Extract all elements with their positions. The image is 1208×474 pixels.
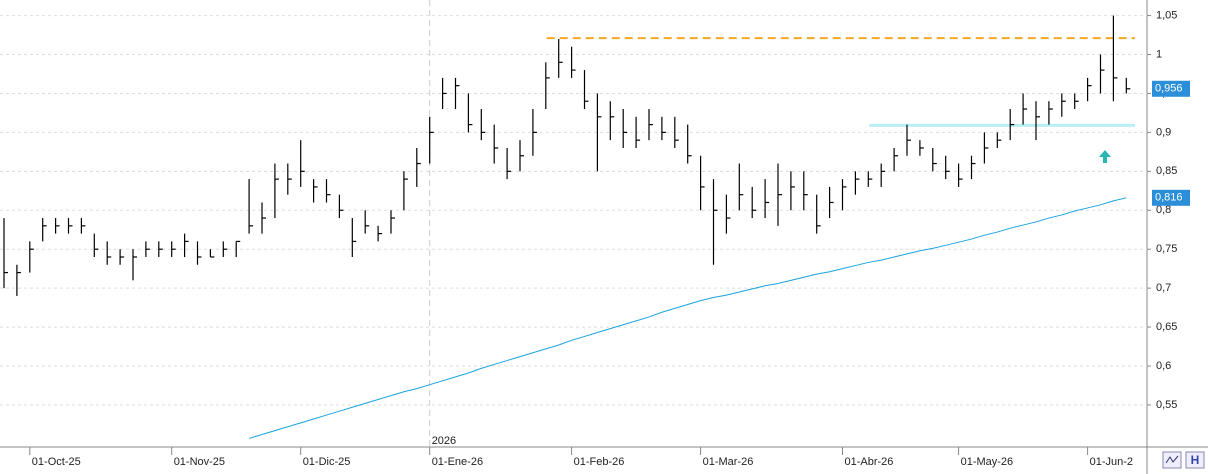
y-tick-label: 0,65 [1156,321,1177,333]
y-tick-label: 1 [1156,48,1162,60]
y-tick-label: 0,55 [1156,399,1177,411]
y-tick-label: 0,85 [1156,165,1177,177]
last-value-box [1152,189,1190,206]
y-tick-label: 0,9 [1156,126,1171,138]
save-button[interactable] [1185,451,1205,469]
y-tick-label: 0,75 [1156,243,1177,255]
x-tick-label: 01-Feb-26 [574,456,625,468]
y-tick-label: 0,8 [1156,204,1171,216]
year-label: 2026 [432,435,456,447]
last-value-label: 0,816 [1155,192,1183,204]
x-tick-label: 01-May-26 [961,456,1014,468]
x-tick-label: 01-Mar-26 [703,456,754,468]
x-tick-label: 01-Ene-26 [432,456,483,468]
y-tick-label: 0,7 [1156,282,1171,294]
moving-average [248,197,1127,439]
x-tick-label: 01-Nov-25 [174,456,225,468]
x-tick-label: 01-Jun-2 [1090,456,1133,468]
zoom-icon [1165,455,1179,464]
last-value-label: 0,956 [1155,83,1183,95]
x-tick-label: 01-Abr-26 [845,456,894,468]
y-tick-label: 1,05 [1156,9,1177,21]
last-value-box [1152,80,1190,97]
save-icon: H [1191,453,1200,467]
x-tick-label: 01-Dic-25 [303,456,351,468]
x-tick-label: 01-Oct-25 [32,456,81,468]
y-tick-label: 0,6 [1156,360,1171,372]
up-arrow [1099,150,1111,163]
